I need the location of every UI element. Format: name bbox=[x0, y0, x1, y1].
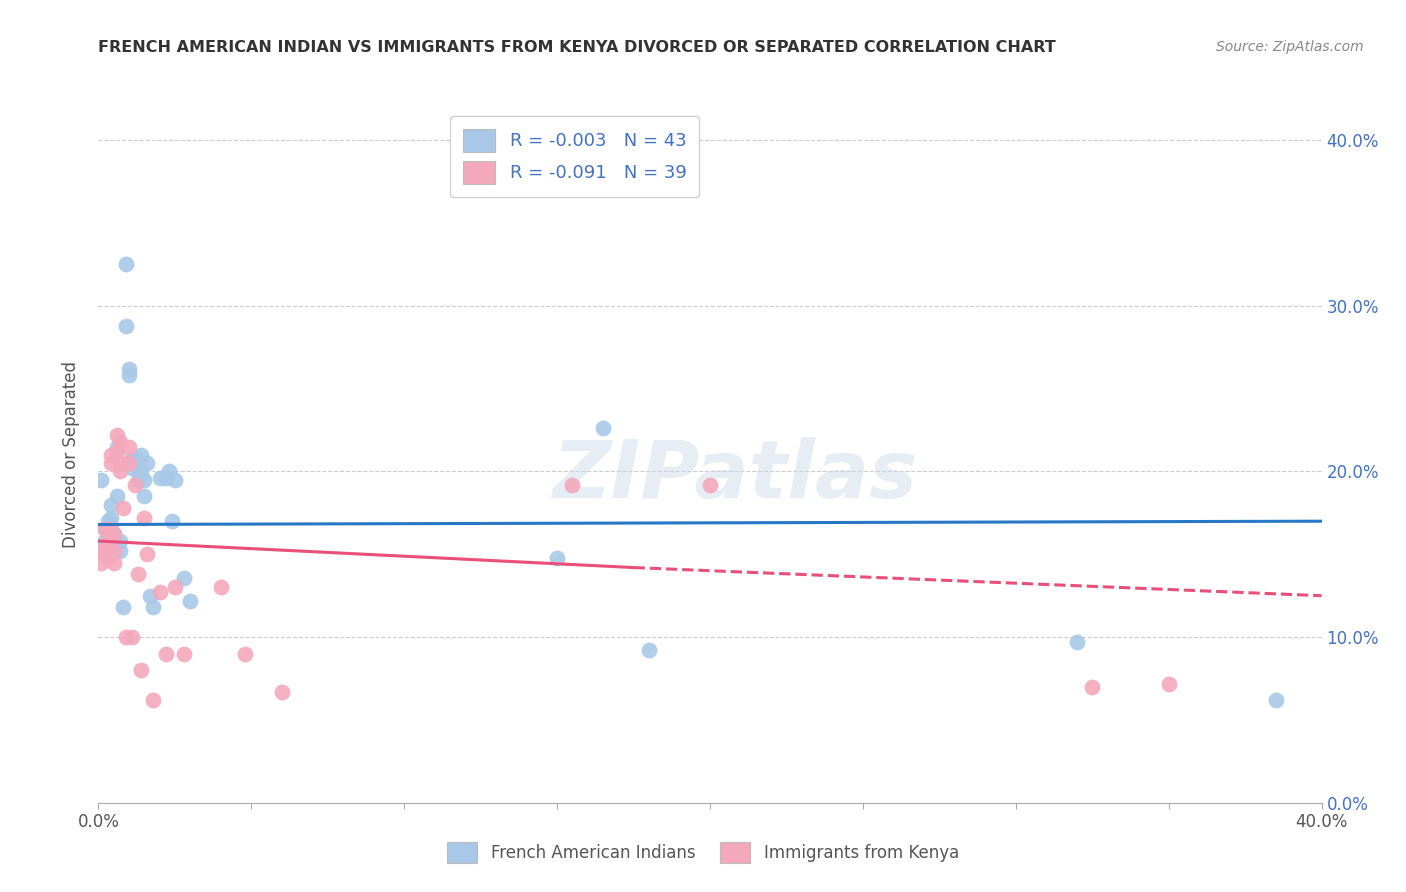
Point bbox=[173, 647, 195, 661]
Point bbox=[134, 489, 156, 503]
Point bbox=[157, 465, 180, 479]
Point bbox=[699, 477, 721, 491]
Point bbox=[105, 489, 128, 503]
Point bbox=[233, 647, 256, 661]
Point bbox=[1157, 676, 1180, 690]
Point bbox=[108, 465, 131, 479]
Point bbox=[149, 585, 172, 599]
Point bbox=[93, 534, 115, 549]
Point bbox=[108, 544, 131, 558]
Point bbox=[93, 544, 115, 558]
Point bbox=[115, 318, 138, 333]
Point bbox=[163, 473, 186, 487]
Point bbox=[136, 547, 159, 561]
Point bbox=[121, 461, 143, 475]
Point bbox=[111, 600, 134, 615]
Point bbox=[108, 534, 131, 549]
Point bbox=[118, 361, 141, 376]
Point bbox=[163, 581, 186, 595]
Point bbox=[1081, 680, 1104, 694]
Point bbox=[136, 456, 159, 470]
Point bbox=[103, 527, 125, 541]
Point bbox=[103, 527, 125, 541]
Point bbox=[100, 523, 122, 537]
Point bbox=[561, 477, 583, 491]
Point bbox=[108, 456, 131, 470]
Point bbox=[592, 421, 614, 435]
Point bbox=[124, 477, 146, 491]
Point bbox=[97, 527, 120, 541]
Point bbox=[103, 544, 125, 558]
Point bbox=[105, 440, 128, 454]
Point bbox=[97, 539, 120, 553]
Point bbox=[118, 456, 141, 470]
Point bbox=[100, 456, 122, 470]
Point bbox=[209, 581, 232, 595]
Point bbox=[105, 444, 128, 458]
Point bbox=[155, 471, 177, 485]
Point bbox=[93, 523, 115, 537]
Point bbox=[105, 428, 128, 442]
Y-axis label: Divorced or Separated: Divorced or Separated bbox=[62, 361, 80, 549]
Point bbox=[160, 514, 183, 528]
Point bbox=[173, 570, 195, 584]
Point bbox=[97, 550, 120, 565]
Point bbox=[129, 663, 152, 677]
Text: ZIPatlas: ZIPatlas bbox=[553, 437, 917, 515]
Text: FRENCH AMERICAN INDIAN VS IMMIGRANTS FROM KENYA DIVORCED OR SEPARATED CORRELATIO: FRENCH AMERICAN INDIAN VS IMMIGRANTS FRO… bbox=[98, 40, 1056, 55]
Point bbox=[124, 451, 146, 466]
Point bbox=[121, 451, 143, 466]
Point bbox=[103, 534, 125, 549]
Point bbox=[127, 473, 149, 487]
Point bbox=[139, 589, 162, 603]
Point bbox=[637, 643, 661, 657]
Point bbox=[103, 556, 125, 570]
Point bbox=[111, 500, 134, 515]
Point bbox=[90, 544, 112, 558]
Point bbox=[546, 550, 568, 565]
Point bbox=[129, 465, 152, 479]
Point bbox=[90, 473, 112, 487]
Point bbox=[100, 448, 122, 462]
Point bbox=[115, 257, 138, 271]
Point bbox=[270, 685, 292, 699]
Point bbox=[100, 498, 122, 512]
Point bbox=[1066, 635, 1088, 649]
Point bbox=[97, 514, 120, 528]
Point bbox=[1264, 693, 1286, 707]
Point bbox=[121, 630, 143, 644]
Point bbox=[90, 556, 112, 570]
Legend: R = -0.003   N = 43, R = -0.091   N = 39: R = -0.003 N = 43, R = -0.091 N = 39 bbox=[450, 116, 699, 197]
Point bbox=[134, 511, 156, 525]
Point bbox=[100, 511, 122, 525]
Point bbox=[155, 647, 177, 661]
Legend: French American Indians, Immigrants from Kenya: French American Indians, Immigrants from… bbox=[436, 830, 970, 875]
Point bbox=[179, 593, 201, 607]
Point bbox=[108, 434, 131, 449]
Point bbox=[129, 448, 152, 462]
Point bbox=[97, 534, 120, 549]
Point bbox=[149, 471, 172, 485]
Point bbox=[118, 440, 141, 454]
Text: Source: ZipAtlas.com: Source: ZipAtlas.com bbox=[1216, 40, 1364, 54]
Point bbox=[142, 693, 165, 707]
Point bbox=[118, 368, 141, 383]
Point bbox=[142, 600, 165, 615]
Point bbox=[134, 473, 156, 487]
Point bbox=[115, 630, 138, 644]
Point bbox=[103, 544, 125, 558]
Point bbox=[93, 523, 115, 537]
Point bbox=[127, 567, 149, 582]
